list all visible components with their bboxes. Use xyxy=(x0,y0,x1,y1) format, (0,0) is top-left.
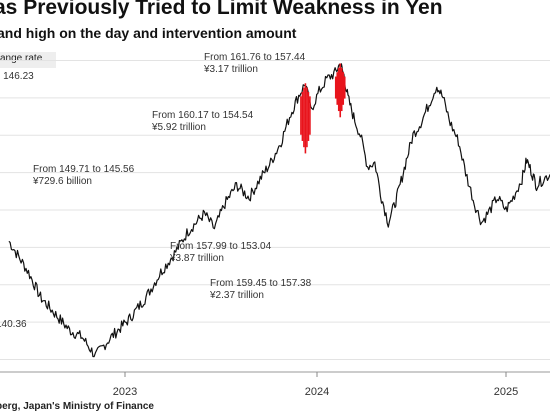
annotation-label: 140.36 xyxy=(0,319,27,330)
series-line-exchange-rate xyxy=(8,63,550,358)
x-tick-label: 2023 xyxy=(113,386,137,398)
annotation-label: From 160.17 to 154.54 xyxy=(152,110,254,121)
annotation-label: to 146.23 xyxy=(0,71,34,82)
annotation-label: From 161.76 to 157.44 xyxy=(204,52,306,63)
annotation-label: From 159.45 to 157.38 xyxy=(210,278,312,289)
annotation-label: From 149.71 to 145.56 xyxy=(33,164,135,175)
annotation-amount: ¥729.6 billion xyxy=(32,176,92,187)
chart-title: as Previously Tried to Limit Weakness in… xyxy=(0,0,443,19)
annotation-label: From 157.99 to 153.04 xyxy=(170,241,272,252)
x-tick-label: 2024 xyxy=(305,386,329,398)
source-note: berg, Japan's Ministry of Finance xyxy=(0,401,154,412)
annotation-amount: ¥2.37 trillion xyxy=(209,290,264,301)
x-tick-label: 2025 xyxy=(494,386,518,398)
chart-subtitle: and high on the day and intervention amo… xyxy=(0,25,297,41)
annotation-amount: ¥3.17 trillion xyxy=(203,64,258,75)
annotation-amount: ¥3.87 trillion xyxy=(169,253,224,264)
annotation-amount: ¥5.92 trillion xyxy=(151,122,206,133)
legend-label: ange rate xyxy=(0,53,43,64)
